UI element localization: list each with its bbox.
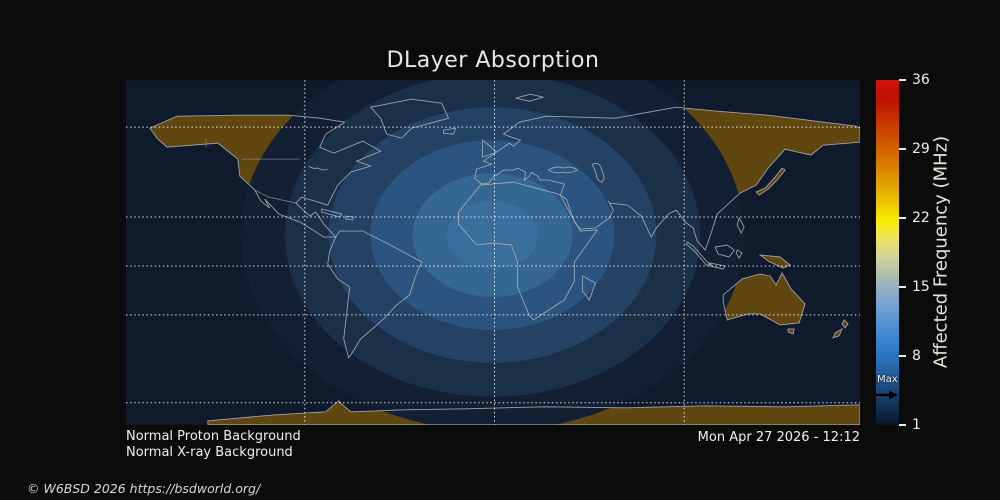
- colorbar-tick-36: 36: [899, 72, 930, 88]
- colorbar-tick-8: 8: [899, 348, 921, 364]
- graticule-gridlines: [126, 80, 860, 425]
- copyright-notice: © W6BSD 2026 https://bsdworld.org/: [27, 481, 261, 496]
- absorption-contours: [240, 80, 745, 425]
- proton-status-line: Normal Proton Background: [126, 429, 301, 444]
- page-title: DLayer Absorption: [386, 48, 600, 73]
- colorbar-axis-label: Affected Frequency (MHz): [930, 135, 952, 369]
- colorbar-tick-1: 1: [899, 417, 921, 433]
- colorbar: [876, 80, 899, 425]
- country-borders: [205, 138, 300, 204]
- background-status: Normal Proton Background Normal X-ray Ba…: [126, 429, 301, 461]
- colorbar-gradient: [876, 80, 899, 425]
- colorbar-tick-29: 29: [899, 141, 930, 157]
- world-map: [126, 80, 860, 425]
- xray-status-line: Normal X-ray Background: [126, 445, 293, 460]
- map-timestamp: Mon Apr 27 2026 - 12:12: [697, 430, 860, 445]
- max-label: Max: [877, 373, 898, 385]
- max-arrow-icon: [876, 390, 898, 399]
- coastlines: [149, 93, 860, 425]
- colorbar-tick-15: 15: [899, 279, 930, 295]
- max-frequency-marker: Max: [876, 373, 899, 404]
- map-canvas: [126, 80, 860, 425]
- colorbar-tick-22: 22: [899, 210, 930, 226]
- colorbar-ticks: 36 29 22 15 8 1: [899, 72, 959, 433]
